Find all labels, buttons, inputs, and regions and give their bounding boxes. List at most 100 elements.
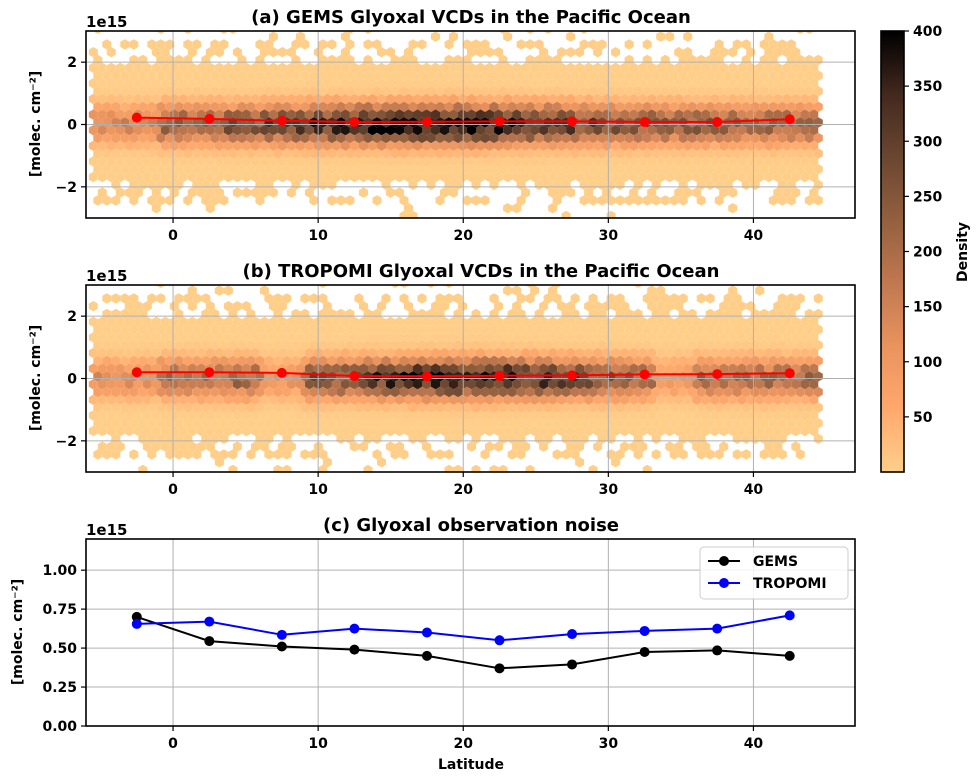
hexbin-cell — [516, 324, 526, 335]
hexbin-cell — [187, 332, 197, 343]
hexbin-cell — [133, 125, 143, 136]
x-tick-label: 30 — [599, 228, 619, 244]
hexbin-cell — [138, 70, 148, 81]
hexbin-cell — [345, 101, 355, 112]
hexbin-cell — [692, 473, 701, 483]
hexbin-cell — [696, 179, 706, 190]
hexbin-cell — [381, 324, 391, 335]
hexbin-cell — [633, 132, 643, 144]
hexbin-cell — [395, 125, 404, 136]
hexbin-cell — [205, 78, 215, 89]
hexbin-cell — [97, 425, 107, 437]
hexbin-cell — [705, 449, 715, 460]
hexbin-cell — [678, 86, 688, 97]
hexbin-cell — [359, 316, 368, 327]
hexbin-cell — [647, 425, 657, 437]
hexbin-cell — [642, 164, 652, 175]
hexbin-cell — [192, 340, 202, 351]
hexbin-cell — [597, 70, 607, 81]
hexbin-cell — [480, 355, 490, 366]
hexbin-cell — [570, 386, 580, 398]
hexbin-cell — [795, 31, 805, 34]
hexbin-cell — [268, 47, 278, 58]
hexbin-cell — [719, 156, 729, 167]
hexbin-cell — [683, 31, 693, 42]
hexbin-cell — [485, 347, 495, 359]
hexbin-cell — [318, 86, 328, 97]
hexbin-cell — [588, 340, 598, 351]
hexbin-cell — [791, 301, 801, 312]
hexbin-cell — [435, 101, 445, 112]
hexbin-cell — [345, 70, 355, 81]
hexbin-cell — [759, 402, 769, 413]
hexbin-cell — [651, 402, 661, 413]
hexbin-cell — [223, 379, 233, 390]
hexbin-cell — [696, 386, 706, 398]
hexbin-cell — [728, 78, 738, 89]
hexbin-cell — [489, 464, 499, 472]
hexbin-cell — [147, 101, 157, 112]
hexbin-cell — [633, 324, 643, 335]
hexbin-cell — [786, 293, 796, 304]
y-tick-label: 1.00 — [42, 563, 77, 579]
hexbin-cell — [435, 402, 445, 413]
hexbin-cell — [237, 355, 247, 366]
hexbin-cell — [795, 418, 805, 429]
hexbin-cell — [683, 316, 693, 327]
hexbin-cell — [647, 379, 657, 390]
hexbin-cell — [435, 70, 445, 81]
hexbin-cell — [692, 171, 702, 183]
hexbin-cell — [147, 355, 157, 366]
hexbin-cell — [444, 340, 454, 351]
hexbin-cell — [129, 39, 139, 50]
mean-line-point — [421, 371, 432, 382]
hexbin-cell — [174, 340, 184, 351]
hexbin-cell — [629, 410, 639, 421]
hexbin-cell — [408, 418, 418, 429]
hexbin-cell — [791, 78, 801, 89]
x-tick-label: 10 — [308, 482, 328, 498]
hexbin-cell — [800, 379, 810, 390]
hexbin-cell — [250, 62, 260, 73]
hexbin-cell — [156, 195, 166, 206]
hexbin-cell — [809, 410, 819, 421]
hexbin-cell — [525, 386, 535, 398]
hexbin-cell — [340, 379, 350, 390]
x-tick-label: 40 — [744, 482, 764, 498]
hexbin-cell — [710, 93, 720, 105]
x-tick-label: 20 — [454, 482, 474, 498]
hexbin-cell — [543, 386, 553, 398]
hexbin-cell — [561, 132, 571, 144]
hexbin-cell — [674, 332, 684, 343]
hexbin-cell — [309, 101, 319, 112]
hexbin-cell — [88, 93, 98, 105]
hexbin-cell — [602, 109, 612, 120]
hexbin-cell — [417, 70, 427, 81]
hexbin-cell — [570, 433, 580, 444]
hexbin-cell — [259, 62, 269, 73]
hexbin-cell — [359, 379, 368, 390]
hexbin-cell — [196, 171, 206, 183]
hexbin-cell — [241, 125, 251, 136]
hexbin-cell — [791, 125, 801, 136]
hexbin-cell — [340, 140, 350, 151]
hexbin-cell — [453, 418, 463, 429]
hexbin-cell — [435, 355, 445, 366]
hexbin-cell — [543, 433, 553, 444]
hexbin-cell — [309, 179, 319, 190]
hexbin-cell — [120, 340, 130, 351]
hexbin-cell — [782, 425, 792, 437]
hexbin-cell — [656, 140, 666, 151]
hexbin-cell — [151, 441, 161, 452]
hexbin-cell — [498, 324, 508, 335]
hexbin-cell — [651, 449, 661, 460]
panel-c-xlabel: Latitude — [438, 757, 504, 773]
hexbin-cell — [169, 62, 179, 73]
hexbin-cell — [241, 347, 251, 359]
hexbin-cell — [539, 379, 549, 390]
hexbin-cell — [471, 340, 481, 351]
hexbin-cell — [395, 363, 404, 374]
hexbin-cell — [151, 347, 161, 359]
hexbin-cell — [133, 301, 143, 312]
hexbin-cell — [732, 324, 742, 335]
